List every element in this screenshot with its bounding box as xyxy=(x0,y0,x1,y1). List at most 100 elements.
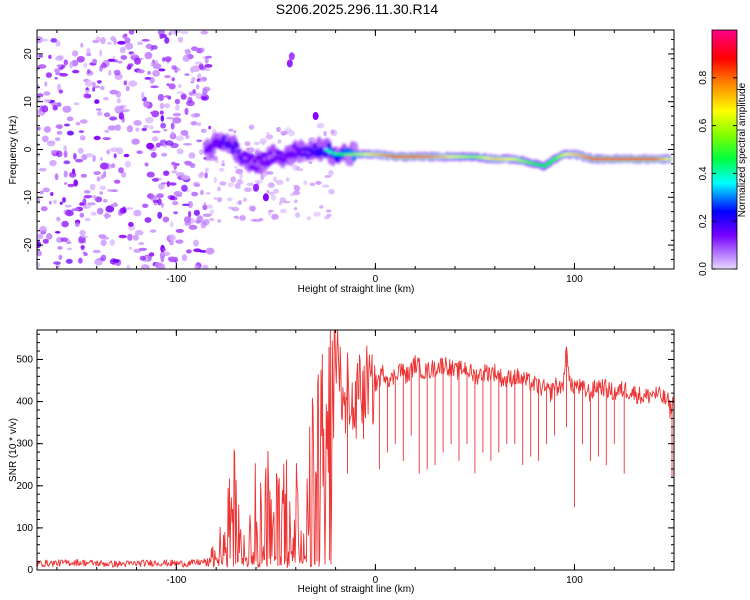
noise-blob xyxy=(151,45,158,50)
noise-blob xyxy=(63,150,68,158)
noise-blob xyxy=(204,64,213,68)
ridge-mid xyxy=(253,166,259,172)
noise-blob xyxy=(261,140,265,146)
noise-blob xyxy=(120,55,128,60)
noise-blob xyxy=(169,240,175,246)
noise-blob xyxy=(272,188,280,194)
spectrogram-x-label: Height of straight line (km) xyxy=(298,284,415,295)
noise-blob xyxy=(110,147,119,153)
noise-blob xyxy=(160,202,164,208)
noise-blob xyxy=(40,38,49,42)
noise-blob xyxy=(151,136,159,142)
noise-blob xyxy=(56,124,63,130)
noise-blob xyxy=(208,125,212,130)
noise-blob xyxy=(198,63,204,70)
ridge-mid xyxy=(221,134,227,140)
noise-blob xyxy=(144,217,152,223)
noise-blob xyxy=(159,33,164,39)
noise-blob xyxy=(118,167,124,174)
noise-blob xyxy=(191,65,201,72)
noise-blob xyxy=(66,247,72,251)
noise-blob xyxy=(126,125,134,133)
noise-blob xyxy=(105,205,115,213)
noise-blob xyxy=(85,153,94,158)
noise-blob xyxy=(265,134,274,140)
noise-blob xyxy=(107,189,113,192)
noise-blob xyxy=(123,81,128,86)
noise-blob xyxy=(109,239,116,246)
snr-y-tick-label: 0 xyxy=(27,565,33,576)
noise-blob xyxy=(54,231,61,234)
noise-blob xyxy=(202,264,209,269)
noise-blob xyxy=(134,230,144,236)
noise-blob xyxy=(63,170,68,178)
noise-blob xyxy=(37,126,41,131)
noise-blob xyxy=(55,40,61,47)
noise-blob xyxy=(266,131,270,135)
noise-blob xyxy=(41,135,49,143)
noise-blob xyxy=(84,79,93,87)
noise-blob xyxy=(175,172,185,177)
colorbar-tick-label: 0.2 xyxy=(698,214,709,228)
noise-blob xyxy=(56,102,62,107)
noise-blob xyxy=(172,117,182,124)
noise-blob xyxy=(43,126,52,133)
ridge-mid xyxy=(278,150,284,157)
noise-blob xyxy=(164,75,171,79)
noise-blob xyxy=(244,187,252,192)
noise-blob xyxy=(107,125,117,131)
noise-blob xyxy=(153,202,157,206)
snr-y-tick-label: 300 xyxy=(16,439,33,450)
noise-blob xyxy=(193,239,199,247)
noise-blob xyxy=(44,81,48,87)
noise-blob xyxy=(144,77,152,80)
noise-blob xyxy=(106,149,110,155)
noise-blob xyxy=(99,157,103,161)
noise-blob xyxy=(308,161,313,165)
noise-blob xyxy=(197,122,202,127)
noise-blob xyxy=(100,239,107,247)
noise-blob xyxy=(48,54,52,60)
snr-x-tick-label: 100 xyxy=(566,575,583,586)
noise-blob xyxy=(37,250,42,257)
noise-blob xyxy=(230,176,236,183)
noise-blob xyxy=(53,261,61,265)
noise-blob xyxy=(132,234,139,241)
noise-blob xyxy=(168,234,176,242)
ridge-mid xyxy=(234,143,240,149)
noise-blob xyxy=(142,203,149,208)
noise-blob xyxy=(109,89,119,95)
noise-blob xyxy=(177,36,184,43)
noise-blob xyxy=(157,211,163,219)
noise-blob xyxy=(231,206,240,212)
ridge-mid xyxy=(297,147,303,153)
noise-blob xyxy=(309,182,316,187)
noise-blob xyxy=(246,182,254,187)
noise-blob xyxy=(188,152,196,159)
noise-blob xyxy=(152,63,162,70)
noise-blob xyxy=(303,180,308,186)
noise-blob xyxy=(80,235,89,238)
noise-blob xyxy=(136,150,143,154)
noise-blob xyxy=(239,172,243,180)
noise-blob xyxy=(63,160,71,165)
noise-blob xyxy=(37,64,47,69)
noise-blob xyxy=(200,47,205,53)
noise-blob xyxy=(103,112,111,118)
ridge-mid xyxy=(305,153,311,159)
noise-blob xyxy=(234,166,238,169)
ridge-mid xyxy=(334,157,340,163)
noise-blob xyxy=(151,110,160,118)
noise-blob xyxy=(160,122,167,129)
snr-y-tick-label: 400 xyxy=(16,397,33,408)
noise-blob xyxy=(39,190,44,195)
noise-blob xyxy=(216,197,223,203)
noise-blob xyxy=(233,215,238,219)
noise-blob xyxy=(175,103,180,112)
noise-blob xyxy=(238,199,242,205)
noise-blob xyxy=(139,255,146,261)
snr-plot-area xyxy=(37,330,674,570)
noise-blob xyxy=(150,62,154,67)
noise-blob xyxy=(59,73,69,77)
spectrogram-ridge xyxy=(203,132,672,175)
